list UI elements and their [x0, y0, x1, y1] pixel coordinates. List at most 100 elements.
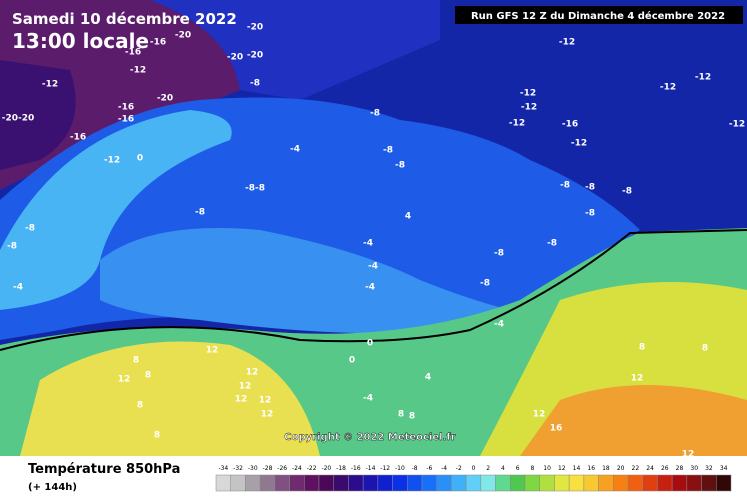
map-label: -12	[729, 120, 745, 130]
map-label: 12	[259, 396, 272, 406]
warm-region	[20, 341, 320, 456]
map-label: 12	[682, 450, 695, 460]
map-label: -8	[494, 249, 504, 259]
map-label: -8	[480, 279, 490, 289]
map-label: -8	[560, 181, 570, 191]
legend-tick-label: -18	[336, 465, 346, 472]
map-label: -4	[363, 394, 373, 404]
region	[100, 228, 510, 334]
legend-tick-label: 30	[690, 465, 698, 472]
legend-swatch	[259, 474, 276, 492]
map-label: -12	[571, 139, 587, 149]
map-label: 12	[235, 395, 248, 405]
cold-region	[0, 60, 76, 170]
legend-swatch	[289, 474, 305, 492]
legend-swatch	[657, 474, 673, 492]
run-label: Run GFS 12 Z du Dimanche 4 décembre 2022	[471, 10, 725, 22]
legend-tick-label: 32	[705, 465, 713, 472]
map-label: 8	[639, 343, 645, 353]
map-label: -8	[370, 109, 380, 119]
map-label: -8	[395, 161, 405, 171]
map-label: 8	[137, 401, 143, 411]
map-label: -20	[247, 23, 263, 33]
map-label: 4	[405, 212, 411, 222]
legend-tick-label: -34	[218, 465, 228, 472]
legend-tick-label: -28	[263, 465, 273, 472]
legend-swatch	[716, 474, 732, 492]
map-label: 12	[239, 382, 252, 392]
map-label: 12	[261, 410, 274, 420]
legend-tick-label: 6	[516, 465, 520, 472]
legend-title: Température 850hPa	[28, 462, 180, 477]
map-label: 0	[367, 339, 373, 349]
map-label: -8	[383, 146, 393, 156]
legend-swatch	[554, 474, 570, 492]
map-label: -4	[290, 145, 300, 155]
legend-swatch	[230, 474, 246, 492]
map-label: 12	[631, 374, 644, 384]
legend-tick-label: 16	[587, 465, 595, 472]
legend-swatch	[480, 474, 496, 492]
map-label: -8	[585, 183, 595, 193]
legend-swatch	[348, 474, 364, 492]
legend-swatch	[701, 474, 717, 492]
legend-swatch	[304, 474, 320, 492]
map-label: 4	[425, 373, 431, 383]
legend-swatch	[583, 474, 599, 492]
map-label: 12	[118, 375, 131, 385]
legend-swatch	[465, 474, 482, 492]
legend-swatch	[524, 474, 540, 492]
map-label: 8	[702, 344, 708, 354]
legend-tick-label: -6	[426, 465, 432, 472]
legend-swatch	[568, 474, 585, 492]
map-label: -20	[175, 31, 191, 41]
map-label: -16	[125, 48, 141, 58]
map-label: -12	[521, 103, 537, 113]
map-label: 8	[398, 410, 404, 420]
legend-tick-label: -20	[321, 465, 331, 472]
legend-tick-label: -8	[412, 465, 418, 472]
legend-tick-label: -2	[456, 465, 462, 472]
region	[150, 0, 440, 100]
legend-swatch	[215, 474, 231, 492]
legend-swatch	[333, 474, 349, 492]
zero-isotherm	[0, 229, 747, 351]
map-label: -12	[695, 73, 711, 83]
map-label: -20-20	[2, 114, 35, 124]
map-label: -16	[70, 133, 86, 143]
map-label: -4	[13, 283, 23, 293]
region	[0, 110, 232, 310]
map-label: 0	[349, 356, 355, 366]
legend-tick-label: -4	[441, 465, 447, 472]
map-label: -8	[585, 209, 595, 219]
legend-tick-label: -24	[292, 465, 302, 472]
map-label: -16	[118, 115, 134, 125]
map-label: -12	[660, 83, 676, 93]
legend-tick-label: 14	[573, 465, 581, 472]
map-label: -12	[104, 156, 120, 166]
legend-swatch	[539, 474, 555, 492]
map-label: 16	[550, 424, 563, 434]
map-label: -8	[25, 224, 35, 234]
legend-tick-label: 12	[558, 465, 566, 472]
legend-swatch	[407, 474, 423, 492]
legend-tick-label: 22	[632, 465, 640, 472]
legend-tick-label: -26	[277, 465, 287, 472]
legend-swatch	[613, 474, 629, 492]
legend-tick-label: 4	[501, 465, 505, 472]
legend-tick-label: -30	[248, 465, 258, 472]
legend-tick-label: 26	[661, 465, 669, 472]
map-label: -12	[520, 89, 536, 99]
legend-swatch	[362, 474, 379, 492]
map-label: -16	[562, 120, 578, 130]
legend-swatch	[510, 474, 526, 492]
map-label: 8	[145, 371, 151, 381]
legend-swatch	[421, 474, 437, 492]
legend-swatch	[686, 474, 702, 492]
map-label: -8	[547, 239, 557, 249]
legend-swatch	[274, 474, 290, 492]
map-label: -20	[247, 51, 263, 61]
legend-swatch	[318, 474, 334, 492]
map-label: -4	[365, 283, 375, 293]
legend-tick-label: 28	[676, 465, 684, 472]
